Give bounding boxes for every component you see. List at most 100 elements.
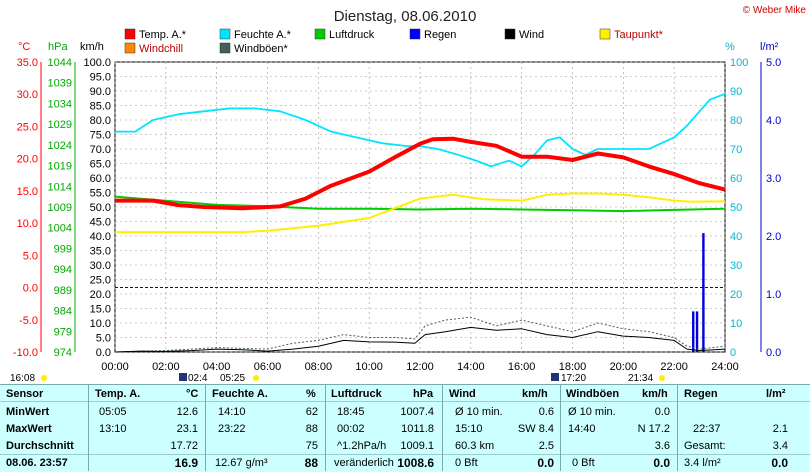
temp-tick-label: 15.0 bbox=[17, 186, 38, 198]
hum-value: 75 bbox=[305, 440, 318, 452]
row-label: Durchschnitt bbox=[6, 440, 74, 452]
wind-tick-label: 85.0 bbox=[90, 101, 111, 113]
series-line-wind bbox=[114, 326, 726, 353]
legend-label: Windchill bbox=[139, 43, 183, 55]
press-tick-label: 974 bbox=[54, 347, 72, 359]
gust-dir-value: N 17.2 bbox=[637, 423, 670, 435]
wind-current: 0.0 bbox=[537, 456, 554, 470]
temp-value: 17.72 bbox=[170, 440, 198, 452]
press-trend: ^1.2hPa/h bbox=[337, 440, 387, 452]
x-tick-label: 12:00 bbox=[406, 361, 434, 373]
rain-tick-label: 0.0 bbox=[766, 347, 781, 359]
wind-tick-label: 5.0 bbox=[96, 333, 111, 345]
legend-label: Regen bbox=[424, 29, 456, 41]
wind-distance: 60.3 km bbox=[455, 440, 495, 452]
chart-title: Dienstag, 08.06.2010 bbox=[334, 8, 477, 25]
legend-label: Wind bbox=[519, 29, 544, 41]
temp-time: 13:10 bbox=[99, 423, 127, 435]
time-markers: 16:08 02:4 05:25 17:20 21:34 bbox=[10, 373, 665, 384]
legend-swatch bbox=[599, 28, 611, 40]
time-marker-mid3: 17:20 bbox=[561, 373, 586, 384]
wind-tick-label: 75.0 bbox=[90, 130, 111, 142]
header-gust: Windböen bbox=[566, 388, 620, 400]
hum-current: 88 bbox=[304, 456, 318, 470]
temp-current: 16.9 bbox=[174, 456, 198, 470]
header-hum: Feuchte A. bbox=[212, 388, 268, 400]
rain-tick-label: 1.0 bbox=[766, 289, 781, 301]
press-value: 1007.4 bbox=[400, 406, 434, 418]
press-tick-label: 1024 bbox=[48, 140, 72, 152]
rain-time: 22:37 bbox=[693, 423, 721, 435]
table-row: Durchschnitt 17.72 75 ^1.2hPa/h 1009.1 6… bbox=[0, 438, 810, 454]
wind-tick-label: 15.0 bbox=[90, 304, 111, 316]
wind-value: 2.5 bbox=[538, 440, 554, 452]
x-tick-label: 06:00 bbox=[254, 361, 282, 373]
rain-total-label: Gesamt: bbox=[684, 440, 726, 452]
temp-tick-label: 20.0 bbox=[17, 154, 38, 166]
rain-tick-label: 5.0 bbox=[766, 57, 781, 69]
legend: Temp. A.* Feuchte A.* Luftdruck Regen Wind Ta… bbox=[124, 28, 664, 55]
hum-tick-label: 50 bbox=[730, 202, 742, 214]
x-tick-label: 02:00 bbox=[152, 361, 180, 373]
wind-tick-label: 95.0 bbox=[90, 72, 111, 84]
press-axis-header: hPa bbox=[48, 41, 68, 53]
hum-value: 88 bbox=[305, 423, 318, 435]
x-tick-label: 22:00 bbox=[660, 361, 688, 373]
hum-axis-header: % bbox=[725, 41, 735, 53]
wind-desc: 15:10 bbox=[455, 423, 483, 435]
wind-tick-label: 65.0 bbox=[90, 159, 111, 171]
stats-table: Sensor Temp. A. °C Feuchte A. % Luftdruc… bbox=[0, 384, 810, 472]
wind-tick-label: 100.0 bbox=[83, 57, 111, 69]
temp-tick-label: 0.0 bbox=[23, 283, 38, 295]
brand-label: © Weber Mike bbox=[743, 5, 807, 16]
temp-value: 23.1 bbox=[176, 423, 198, 435]
hum-tick-label: 90 bbox=[730, 86, 742, 98]
press-tick-label: 984 bbox=[54, 306, 72, 318]
series-line-windb-en bbox=[114, 316, 726, 353]
rain-bar bbox=[692, 311, 695, 352]
press-tick-label: 979 bbox=[54, 326, 72, 338]
gust-desc: 14:40 bbox=[568, 423, 596, 435]
rain-bar bbox=[702, 233, 705, 352]
press-tick-label: 1014 bbox=[48, 181, 72, 193]
x-tick-label: 00:00 bbox=[101, 361, 129, 373]
header-temp: Temp. A. bbox=[95, 388, 141, 400]
temp-tick-label: 10.0 bbox=[17, 218, 38, 230]
table-header: Sensor Temp. A. °C Feuchte A. % Luftdruc… bbox=[0, 386, 810, 402]
temp-tick-label: 5.0 bbox=[23, 250, 38, 262]
wind-tick-label: 25.0 bbox=[90, 275, 111, 287]
wind-tick-label: 50.0 bbox=[90, 202, 111, 214]
abs-humidity: 12.67 g/m³ bbox=[215, 457, 268, 469]
gust-desc: Ø 10 min. bbox=[568, 406, 616, 418]
axes: 35.0 30.0 25.0 20.0 15.0 10.0 5.0 0.0 -5.0 -10.0 1… bbox=[13, 57, 781, 373]
wind-value: 0.6 bbox=[538, 406, 554, 418]
wind-tick-label: 90.0 bbox=[90, 86, 111, 98]
x-tick-label: 04:00 bbox=[203, 361, 231, 373]
header-wind: Wind bbox=[449, 388, 476, 400]
hum-tick-label: 30 bbox=[730, 260, 742, 272]
wind-tick-label: 10.0 bbox=[90, 318, 111, 330]
hum-tick-label: 60 bbox=[730, 173, 742, 185]
wind-tick-label: 45.0 bbox=[90, 217, 111, 229]
temp-tick-label: -5.0 bbox=[19, 315, 38, 327]
press-tick-label: 1009 bbox=[48, 202, 72, 214]
hum-time: 14:10 bbox=[218, 406, 246, 418]
header-rain-unit: l/m² bbox=[766, 388, 786, 400]
hum-tick-label: 0 bbox=[730, 347, 736, 359]
x-tick-label: 20:00 bbox=[610, 361, 638, 373]
wind-tick-label: 55.0 bbox=[90, 188, 111, 200]
time-marker-mid2: 05:25 bbox=[220, 373, 245, 384]
legend-swatch bbox=[314, 28, 326, 40]
hum-tick-label: 40 bbox=[730, 231, 742, 243]
wind-axis-header: km/h bbox=[80, 41, 104, 53]
gust-bft: 0 Bft bbox=[572, 457, 595, 469]
legend-swatch bbox=[504, 28, 516, 40]
wind-tick-label: 35.0 bbox=[90, 246, 111, 258]
wind-tick-label: 0.0 bbox=[96, 347, 111, 359]
row-label: MaxWert bbox=[6, 423, 52, 435]
header-temp-unit: °C bbox=[186, 388, 199, 400]
rain-current: 0.0 bbox=[771, 456, 788, 470]
legend-swatch bbox=[219, 42, 231, 54]
rain-total: 3.4 l/m² bbox=[684, 457, 721, 469]
legend-label: Feuchte A.* bbox=[234, 29, 292, 41]
